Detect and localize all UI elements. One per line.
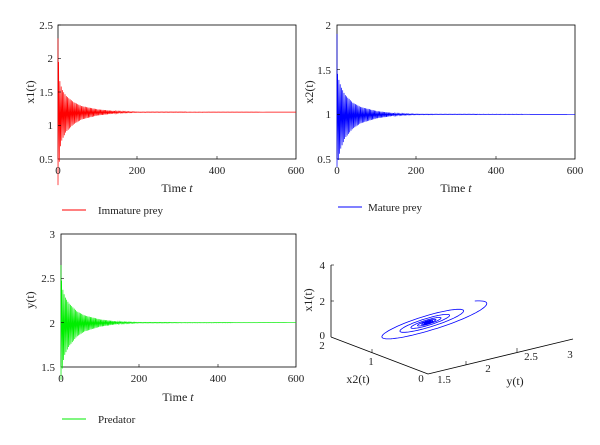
x-tick-label: 400 — [210, 373, 227, 385]
x-ticks: 0 200 400 600 — [334, 156, 584, 177]
z-tick-label: 4 — [320, 260, 326, 272]
legend: Predator — [62, 414, 136, 426]
legend-label: Predator — [98, 414, 136, 426]
y-tick-label: 1.5 — [41, 362, 55, 374]
z-axis-label: x1(t) — [301, 288, 315, 311]
x-tick-label: 400 — [209, 165, 226, 177]
x-tick-label: 0 — [334, 165, 340, 177]
x-tick-label: 200 — [408, 165, 425, 177]
plot-frame — [57, 24, 297, 160]
y-tick-label: 0.5 — [39, 154, 53, 166]
axis-box — [330, 264, 574, 375]
x-axis-label: Time t — [440, 181, 472, 195]
y-tick-label: 3 — [50, 229, 56, 241]
series-line — [60, 265, 296, 380]
y-tick-label: 2.5 — [524, 351, 538, 363]
chart-x2-time: 2 1.5 1 0.5 0 200 400 600 Time t x2(t) M… — [302, 20, 584, 214]
y-ticks: 2 1.5 1 0.5 — [317, 20, 340, 166]
y-tick-label: 0.5 — [317, 154, 331, 166]
chart-y-time: 3 2.5 2 1.5 0 200 400 600 Time t y(t) Pr… — [23, 229, 305, 426]
plot-frame — [60, 233, 297, 368]
x2-tick-label: 1 — [368, 356, 374, 368]
y-axis-label: x2(t) — [302, 80, 316, 103]
x-tick-label: 400 — [488, 165, 505, 177]
y-tick-label: 2 — [48, 53, 54, 65]
chart-phase-3d: 4 2 0 2 1 0 1.5 2 2.5 3 x1(t) x2(t) y(t) — [301, 260, 573, 388]
z-ticks: 4 2 0 — [320, 260, 326, 342]
x-tick-label: 600 — [567, 165, 584, 177]
series-predator — [60, 265, 296, 380]
y-axis-label: y(t) — [506, 374, 523, 388]
y-tick-label: 3 — [567, 349, 573, 361]
x-ticks: 0 200 400 600 — [58, 364, 305, 385]
x2-ticks: 2 1 0 — [319, 340, 424, 385]
x-tick-label: 200 — [131, 373, 148, 385]
x2-tick-label: 2 — [319, 340, 325, 352]
x-ticks: 0 200 400 600 — [55, 156, 305, 177]
series-line — [336, 33, 575, 168]
x-tick-label: 0 — [58, 373, 64, 385]
legend: Mature prey — [338, 202, 423, 214]
y-ticks: 2.5 2 1.5 1 0.5 — [39, 20, 61, 166]
y-tick-label: 2.5 — [41, 273, 55, 285]
series-immature-prey — [57, 38, 296, 186]
y-tick-label: 1.5 — [317, 65, 331, 77]
series-mature-prey — [336, 33, 575, 168]
y-tick-label: 1 — [326, 109, 332, 121]
y-tick-label: 1.5 — [437, 374, 451, 386]
legend: Immature prey — [62, 205, 164, 217]
y-axis-label: y(t) — [23, 291, 37, 308]
trajectory-line — [381, 300, 488, 340]
trajectory — [381, 300, 488, 340]
x-tick-label: 0 — [55, 165, 61, 177]
y-tick-label: 1 — [48, 120, 54, 132]
y-ticks: 1.5 2 2.5 3 — [437, 349, 573, 386]
y-axis-line — [427, 338, 574, 375]
x2-axis-line — [330, 336, 429, 375]
x-axis-label: Time t — [162, 390, 194, 404]
x2-tick-label: 0 — [418, 373, 424, 385]
series-line — [57, 38, 296, 186]
legend-label: Mature prey — [368, 202, 423, 214]
x-tick-label: 600 — [288, 373, 305, 385]
z-tick-label: 2 — [320, 296, 326, 308]
y-tick-label: 2 — [485, 363, 491, 375]
y-tick-label: 1.5 — [39, 87, 53, 99]
plot-frame — [336, 24, 576, 160]
chart-x1-time: 2.5 2 1.5 1 0.5 0 200 400 600 Time t x1(… — [23, 20, 305, 217]
x-axis-label: Time t — [161, 181, 193, 195]
x2-axis-label: x2(t) — [346, 372, 369, 386]
x-tick-label: 200 — [129, 165, 146, 177]
x-tick-label: 600 — [288, 165, 305, 177]
z-tick-label: 0 — [320, 330, 326, 342]
y-ticks: 3 2.5 2 1.5 — [41, 229, 64, 374]
y-tick-label: 2.5 — [39, 20, 53, 32]
y-axis-label: x1(t) — [23, 80, 37, 103]
legend-label: Immature prey — [98, 205, 164, 217]
y-tick-label: 2 — [50, 318, 56, 330]
y-tick-label: 2 — [326, 20, 332, 32]
